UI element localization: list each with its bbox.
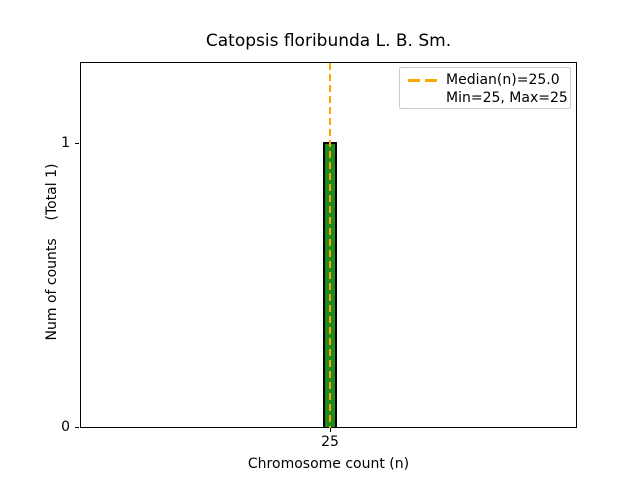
legend-item-median: Median(n)=25.0 bbox=[408, 71, 562, 89]
chart-title: Catopsis floribunda L. B. Sm. bbox=[205, 31, 452, 51]
x-tick-mark-25 bbox=[330, 428, 331, 432]
empty-sample-spacer bbox=[408, 97, 437, 100]
y-tick-mark-1 bbox=[75, 143, 79, 144]
y-tick-label-0: 0 bbox=[61, 419, 70, 435]
median-line-sample-icon bbox=[408, 78, 437, 82]
y-tick-mark-0 bbox=[75, 427, 79, 428]
legend-item-minmax: Min=25, Max=25 bbox=[408, 89, 568, 107]
x-tick-label-25: 25 bbox=[321, 434, 339, 450]
y-tick-label-1: 1 bbox=[61, 135, 70, 151]
plot-area: Median(n)=25.0 Min=25, Max=25 bbox=[80, 62, 577, 428]
legend-label-minmax: Min=25, Max=25 bbox=[446, 90, 568, 106]
legend: Median(n)=25.0 Min=25, Max=25 bbox=[399, 67, 571, 109]
legend-label-median: Median(n)=25.0 bbox=[446, 72, 560, 88]
median-dashed-line bbox=[329, 63, 331, 428]
y-axis-label: Num of counts (Total 1) bbox=[44, 163, 60, 341]
x-axis-label: Chromosome count (n) bbox=[247, 456, 410, 472]
